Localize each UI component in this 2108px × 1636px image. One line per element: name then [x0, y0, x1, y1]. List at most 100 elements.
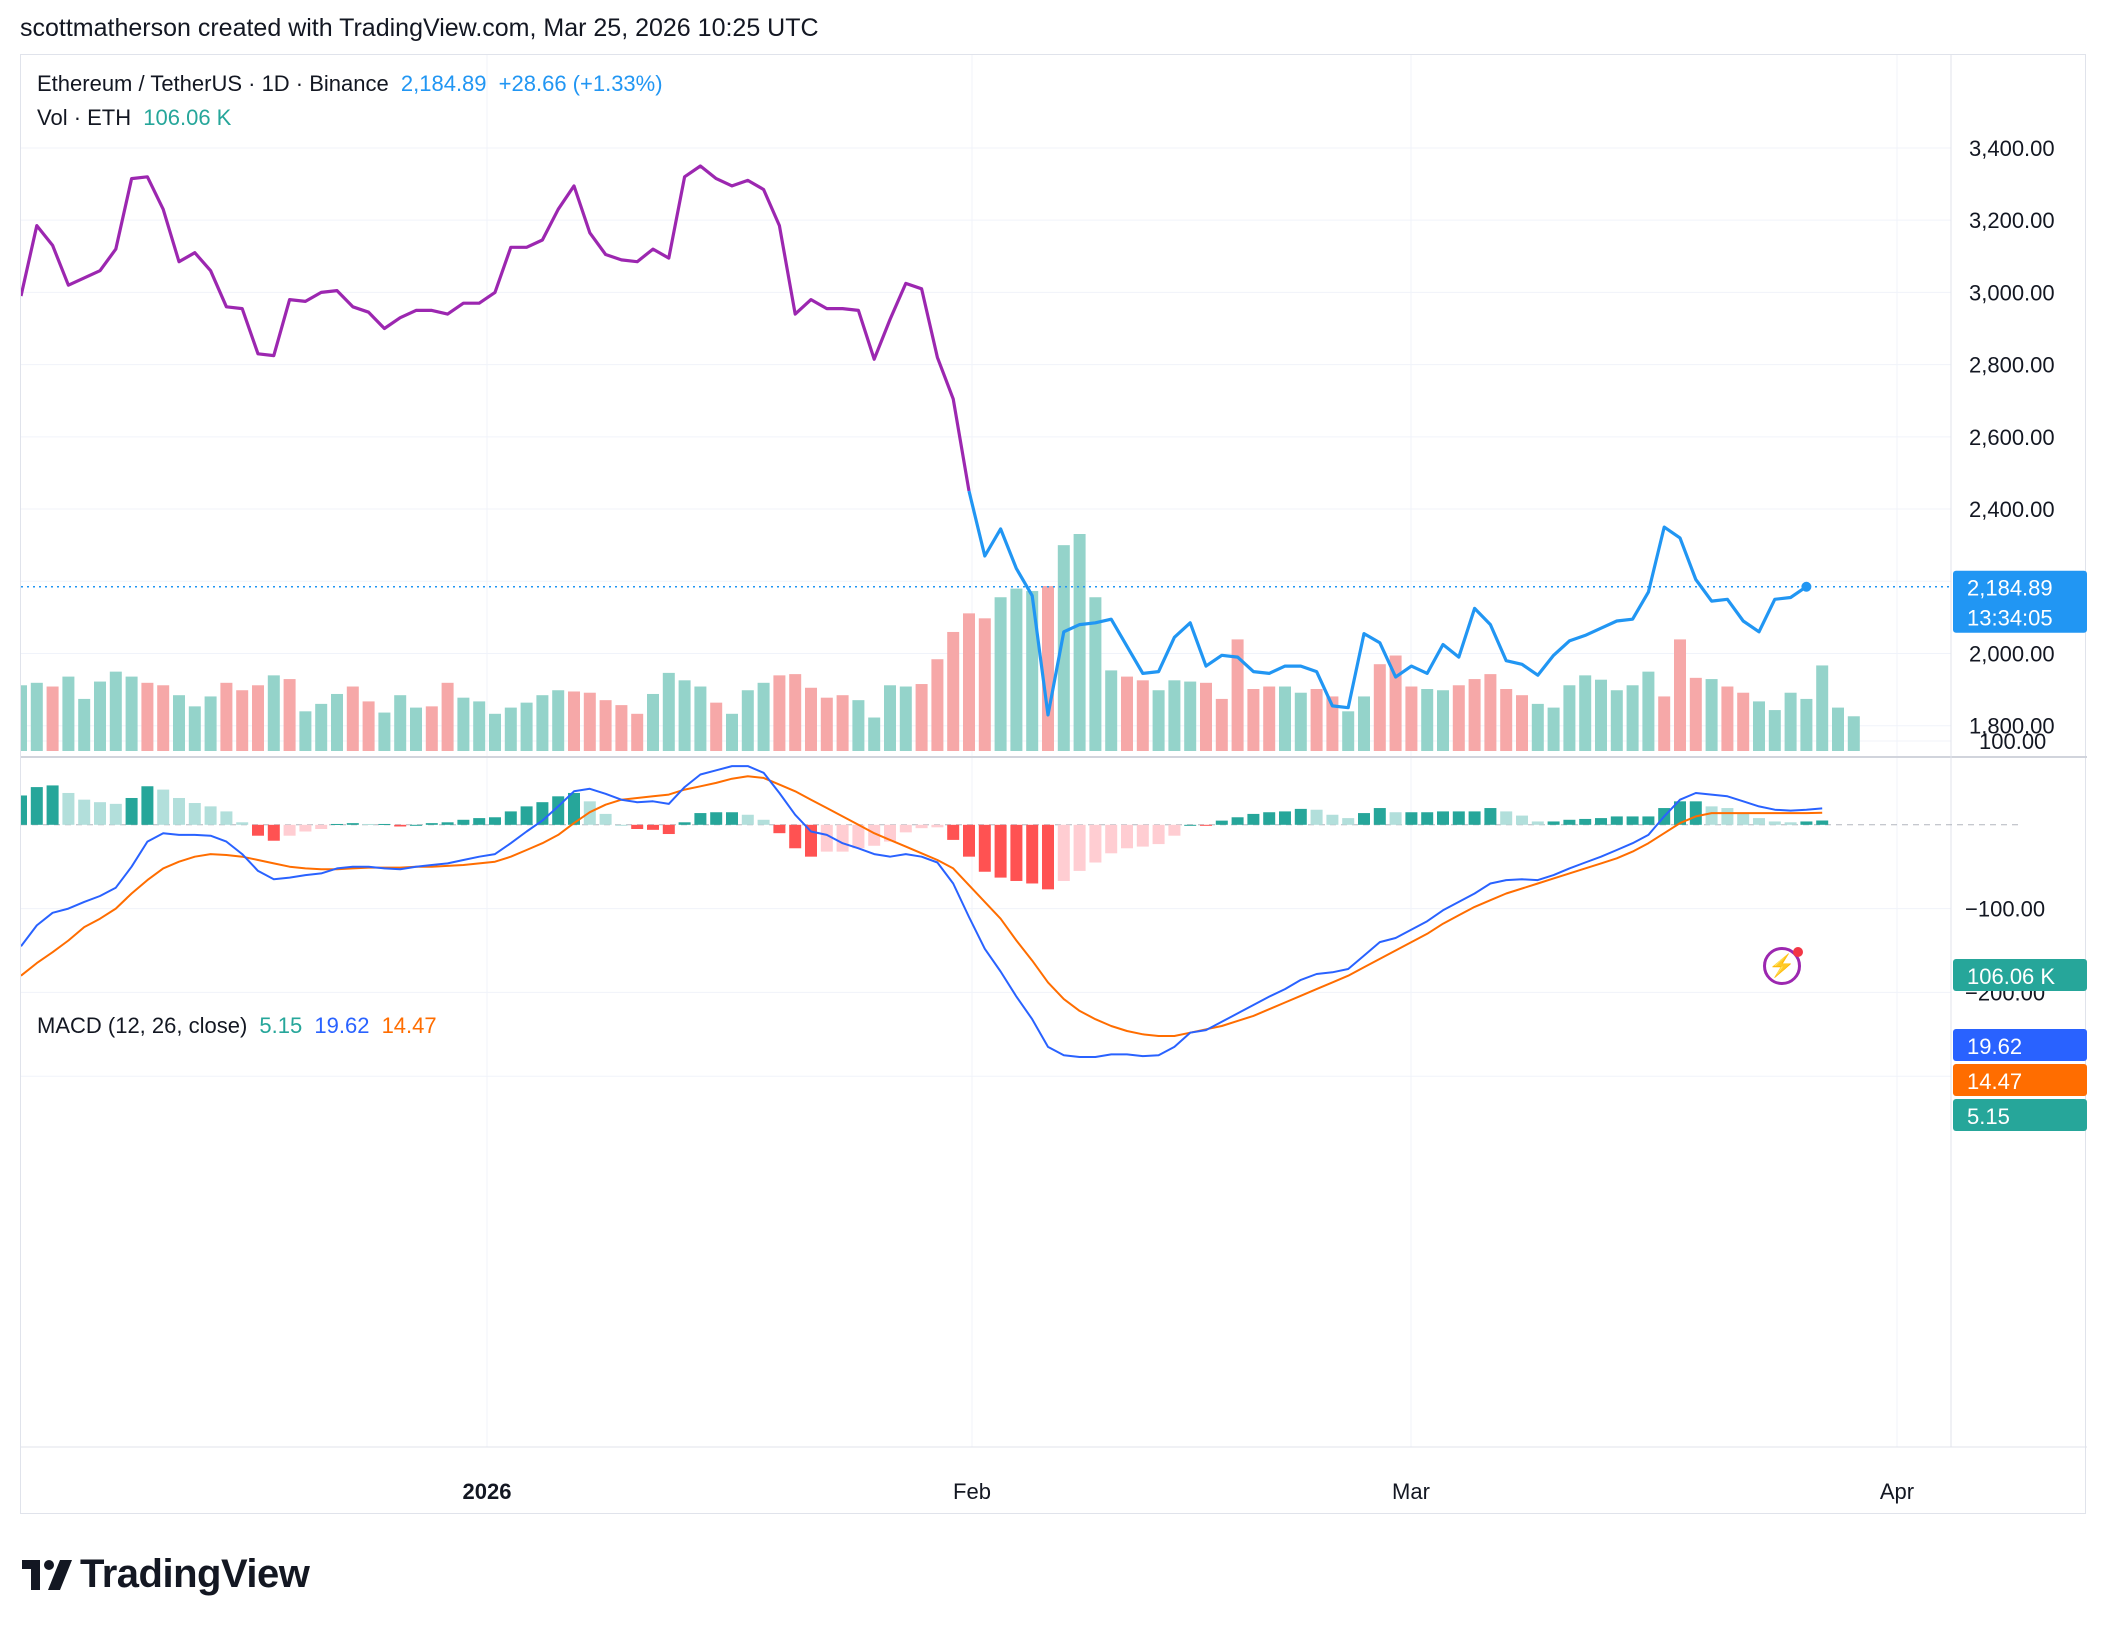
volume-bar [868, 717, 881, 751]
tradingview-brand[interactable]: TradingView [22, 1552, 310, 1597]
volume-bar [441, 682, 454, 751]
volume-bar [1579, 675, 1592, 751]
macd-histogram-bar [1816, 820, 1829, 825]
volume-bar [252, 685, 264, 751]
volume-bar [362, 701, 375, 751]
price-tick-label: 2,800.00 [1969, 353, 2055, 378]
volume-bar [1531, 703, 1544, 751]
last-price: 2,184.89 [400, 71, 487, 96]
macd-histogram-bar [1247, 813, 1260, 825]
macd-histogram-bar [252, 824, 264, 836]
volume-bar [631, 713, 644, 751]
volume-bar [947, 631, 960, 751]
volume-bar [1421, 689, 1434, 751]
macd-histogram-bar [1342, 818, 1355, 825]
volume-bar [1279, 686, 1291, 751]
volume-bar [1010, 588, 1023, 751]
macd-title[interactable]: MACD (12, 26, close) [37, 1013, 248, 1038]
macd-histogram-bar [1215, 820, 1228, 825]
volume-bar [710, 702, 723, 751]
macd-histogram-bar [1784, 822, 1797, 825]
hist-badge-text: 5.15 [1967, 1104, 2010, 1129]
macd-histogram-bar [1737, 813, 1750, 825]
volume-bar [1405, 686, 1418, 751]
macd-histogram-bar [757, 819, 770, 825]
volume-bar [1057, 545, 1070, 751]
chart-frame[interactable]: 3,400.00 3,200.00 3,000.00 2,800.00 2,600.00… [20, 54, 2087, 1515]
macd-histogram-bar [1405, 812, 1418, 825]
volume-bar [726, 713, 738, 751]
volume-bar [457, 697, 470, 751]
macd-histogram-bar [520, 806, 533, 825]
volume-bar [978, 618, 991, 751]
macd-histogram-bar [1674, 801, 1686, 825]
volume-bar [125, 676, 138, 751]
macd-histogram-bar [662, 824, 675, 835]
volume-bar [662, 672, 675, 751]
volume-bar [1721, 686, 1734, 751]
lightning-icon[interactable]: ⚡ [1763, 947, 1801, 985]
signal-badge-bg [1953, 1064, 2087, 1096]
macd-histogram-bar [109, 803, 122, 825]
volume-bar [1563, 685, 1576, 751]
macd-histogram-bar [1279, 811, 1291, 825]
macd-histogram-bar [394, 824, 407, 827]
macd-histogram-bar [805, 824, 817, 857]
macd-histogram-bar [868, 824, 881, 846]
price-and-macd-lines [21, 164, 1951, 1058]
macd-histogram-bar [1705, 806, 1718, 825]
volume-bar [1452, 685, 1465, 751]
macd-histogram-bar [315, 824, 328, 829]
volume-bar [1816, 665, 1829, 751]
time-tick-label: Mar [1392, 1479, 1430, 1504]
volume-bar [1294, 692, 1307, 751]
volume-bar [62, 676, 75, 751]
price-badge-text: 13:34:05 [1967, 606, 2053, 631]
volume-bar [1847, 716, 1860, 751]
volume-badge-text: 106.06 K [1967, 964, 2055, 989]
volume-bar [615, 705, 628, 751]
macd-histogram [21, 785, 1829, 890]
tradingview-logo-icon [22, 1559, 72, 1590]
volume-bar [1073, 534, 1086, 751]
volume-bar [1832, 707, 1844, 751]
macd-histogram-bar [947, 824, 960, 840]
volume-bar [583, 692, 596, 751]
volume-bar [109, 671, 122, 751]
macd-histogram-bar [963, 824, 975, 857]
macd-histogram-bar [1310, 809, 1323, 825]
volume-bar [552, 690, 565, 751]
macd-histogram-bar [1531, 821, 1544, 825]
volume-bar [1184, 681, 1197, 751]
macd-histogram-bar [1437, 811, 1449, 825]
macd-histogram-bar [173, 797, 185, 825]
volume-bar [1310, 689, 1323, 751]
macd-histogram-bar [1042, 824, 1054, 890]
volume-bar [836, 695, 849, 751]
price-line-blue [967, 490, 1808, 717]
volume-bar [1800, 698, 1813, 751]
volume-bar [1437, 690, 1449, 751]
macd-histogram-bar [599, 813, 612, 825]
price-line-purple [21, 164, 971, 492]
volume-bar [141, 682, 154, 751]
price-tick-label: 1,800.00 [1969, 714, 2055, 739]
macd-histogram-bar [267, 824, 280, 841]
macd-histogram-bar [1595, 818, 1607, 825]
macd-histogram-bar [1500, 811, 1513, 825]
volume-legend: Vol · ETH 106.06 K [37, 105, 237, 131]
macd-histogram-bar [1768, 821, 1781, 825]
chart-canvas[interactable]: 3,400.00 3,200.00 3,000.00 2,800.00 2,600.00… [21, 55, 2087, 1515]
volume-title[interactable]: Vol · ETH [37, 105, 132, 130]
volume-bar [1468, 679, 1481, 751]
hist-badge-bg [1953, 1099, 2087, 1131]
symbol-title[interactable]: Ethereum / TetherUS · 1D · Binance [37, 71, 389, 96]
macd-legend: MACD (12, 26, close) 5.15 19.62 14.47 [37, 1013, 443, 1039]
macd-histogram-bar [1168, 824, 1181, 836]
volume-bar [1500, 689, 1513, 751]
volume-bar [1358, 696, 1370, 751]
volume-bar [1516, 695, 1528, 751]
macd-histogram-bar [710, 812, 723, 825]
macd-histogram-bar [489, 817, 501, 825]
macd-histogram-bar [1389, 812, 1402, 825]
